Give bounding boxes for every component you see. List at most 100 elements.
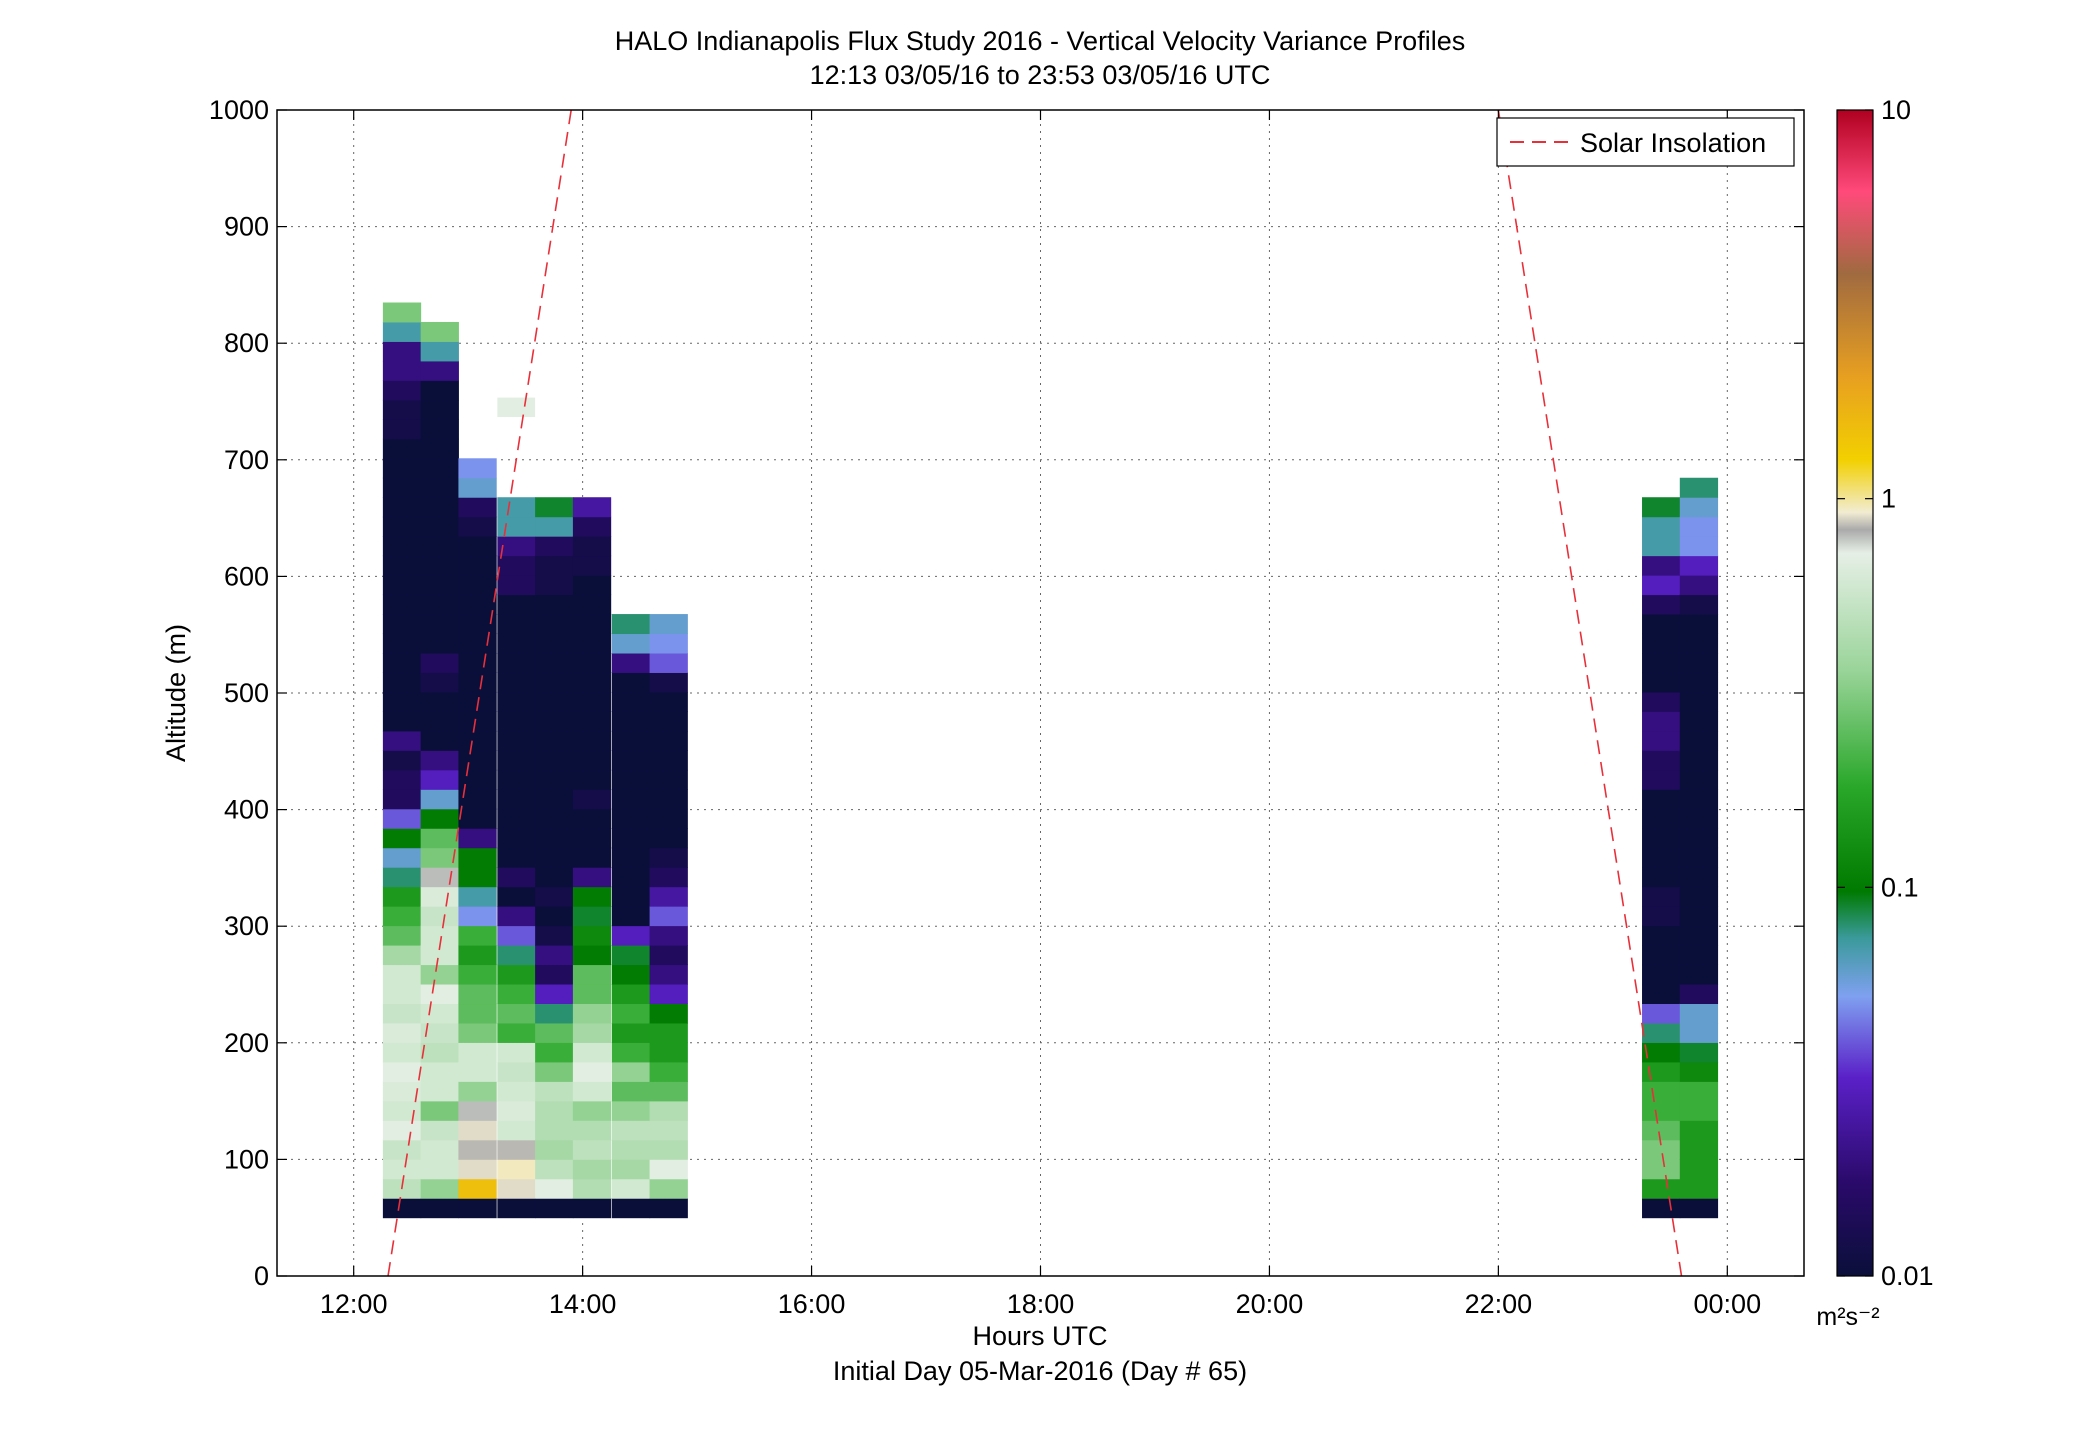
heatmap-cell — [382, 438, 422, 459]
heatmap-cell — [497, 397, 536, 418]
heatmap-cell — [572, 672, 612, 693]
y-tick-label: 800 — [224, 328, 269, 358]
heatmap-cell — [572, 1120, 612, 1141]
heatmap-cell — [649, 789, 688, 810]
heatmap-cell — [1679, 1081, 1719, 1102]
heatmap-cell — [497, 1022, 536, 1043]
heatmap-cell — [572, 808, 612, 829]
y-tick-label: 200 — [224, 1028, 269, 1058]
heatmap-cell — [572, 1198, 612, 1219]
heatmap-cell — [572, 555, 612, 576]
heatmap-cell — [382, 653, 422, 673]
heatmap-cell — [649, 867, 688, 888]
heatmap-cell — [611, 769, 651, 790]
heatmap-cell — [1679, 594, 1719, 615]
heatmap-cell — [497, 594, 536, 615]
colorbar-tick-label: 0.01 — [1881, 1261, 1934, 1291]
heatmap-cell — [535, 497, 574, 518]
heatmap-cell — [382, 536, 422, 557]
heatmap-cell — [458, 847, 497, 868]
heatmap-cell — [1679, 477, 1719, 498]
heatmap-cell — [611, 847, 651, 868]
colorbar-tick-label: 1 — [1881, 484, 1896, 514]
heatmap-cell — [1642, 497, 1681, 518]
heatmap-cell — [649, 847, 688, 868]
heatmap-cell — [611, 730, 651, 751]
heatmap-cell — [572, 1178, 612, 1199]
heatmap-cell — [420, 789, 459, 810]
heatmap-cell — [1642, 750, 1681, 771]
heatmap-cell — [420, 945, 459, 966]
heatmap-cell — [458, 828, 497, 849]
heatmap-cell — [382, 341, 422, 362]
heatmap-cell — [497, 750, 536, 771]
heatmap-cell — [1679, 730, 1719, 751]
heatmap-cell — [382, 1061, 422, 1082]
heatmap-cell — [611, 964, 651, 985]
heatmap-cell — [535, 711, 574, 732]
heatmap-cell — [382, 964, 422, 985]
x-tick-label: 00:00 — [1694, 1289, 1762, 1319]
heatmap-cell — [382, 633, 422, 654]
heatmap-cell — [611, 789, 651, 810]
heatmap-cell — [649, 1178, 688, 1199]
heatmap-cell — [572, 925, 612, 946]
heatmap-cell — [572, 691, 612, 712]
heatmap-cell — [420, 691, 459, 712]
heatmap-cell — [497, 575, 536, 596]
heatmap-cell — [535, 1100, 574, 1121]
chart-title: HALO Indianapolis Flux Study 2016 - Vert… — [615, 26, 1465, 56]
heatmap-cell — [420, 672, 459, 693]
heatmap-cell — [458, 1081, 497, 1102]
heatmap-cell — [572, 633, 612, 654]
heatmap-cell — [535, 750, 574, 771]
heatmap-cell — [382, 730, 422, 751]
heatmap-cell — [649, 828, 688, 849]
heatmap-cell — [572, 886, 612, 907]
heatmap-cell — [535, 925, 574, 946]
heatmap-cell — [458, 769, 497, 790]
heatmap-cell — [611, 1198, 651, 1219]
heatmap-cell — [649, 886, 688, 907]
heatmap-cell — [572, 847, 612, 868]
heatmap-cell — [458, 886, 497, 907]
heatmap-cell — [1679, 906, 1719, 927]
heatmap-cell — [497, 497, 536, 518]
heatmap-cell — [1679, 1120, 1719, 1141]
heatmap-cell — [420, 1198, 459, 1219]
heatmap-cell — [497, 730, 536, 751]
heatmap-cell — [611, 1159, 651, 1180]
heatmap-cell — [572, 828, 612, 849]
y-tick-label: 300 — [224, 911, 269, 941]
heatmap-cell — [1679, 1159, 1719, 1180]
heatmap-cell — [535, 575, 574, 596]
heatmap-cell — [649, 633, 688, 654]
heatmap-cell — [1679, 1022, 1719, 1043]
heatmap-cell — [497, 1178, 536, 1199]
heatmap-cell — [649, 614, 688, 635]
heatmap-cell — [1642, 516, 1681, 537]
heatmap-cell — [497, 769, 536, 790]
heatmap-cell — [420, 653, 459, 673]
heatmap-cell — [535, 1120, 574, 1141]
heatmap-cell — [649, 906, 688, 927]
heatmap-cell — [1679, 828, 1719, 849]
heatmap-cell — [382, 672, 422, 693]
heatmap-cell — [1679, 536, 1719, 557]
x-tick-label: 16:00 — [778, 1289, 846, 1319]
heatmap-cell — [382, 1081, 422, 1102]
heatmap-cell — [535, 769, 574, 790]
heatmap-cell — [382, 1100, 422, 1121]
heatmap-cell — [420, 458, 459, 479]
heatmap-cell — [1642, 1061, 1681, 1082]
heatmap-cell — [382, 769, 422, 790]
heatmap-cell — [1679, 653, 1719, 673]
heatmap-cell — [420, 438, 459, 459]
heatmap-cell — [497, 516, 536, 537]
heatmap-cell — [497, 964, 536, 985]
heatmap-cell — [382, 594, 422, 615]
heatmap-cell — [1679, 1003, 1719, 1024]
heatmap-cell — [572, 984, 612, 1005]
heatmap-cell — [497, 672, 536, 693]
